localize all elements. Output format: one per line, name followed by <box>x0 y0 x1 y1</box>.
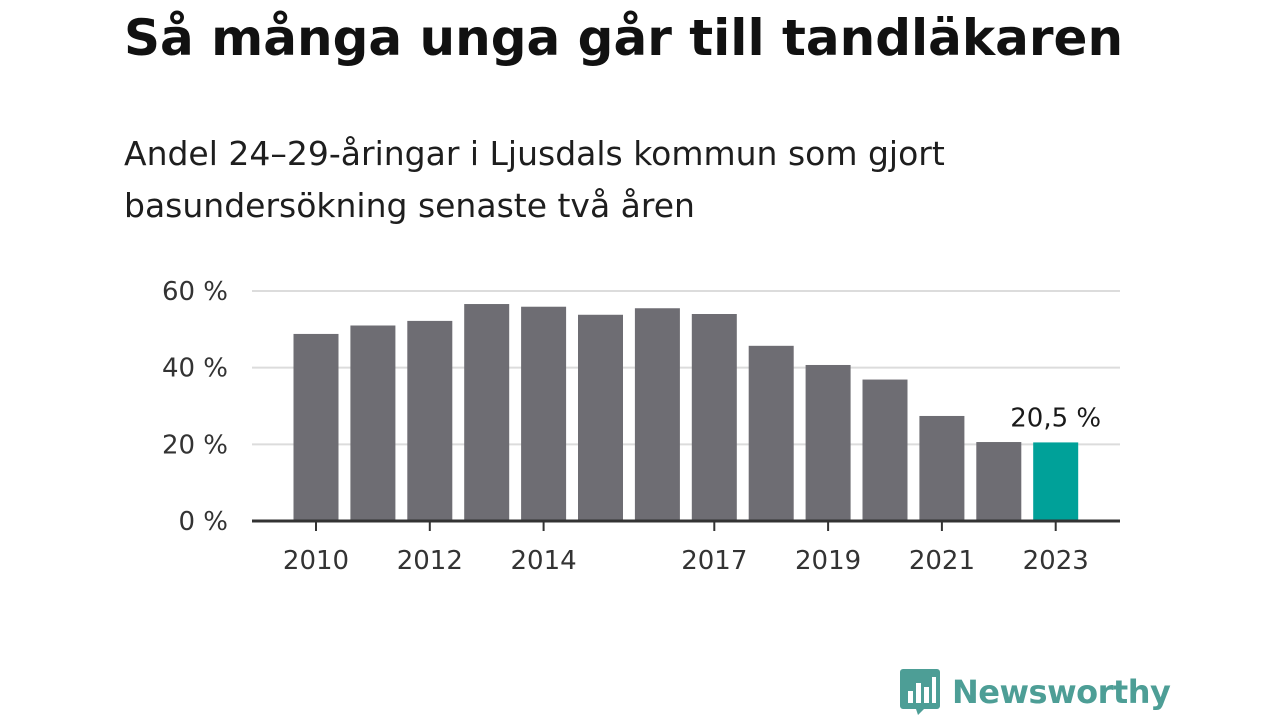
y-tick-label-60: 60 % <box>162 277 228 307</box>
bar-2021 <box>919 415 965 521</box>
labels: 0 % 20 % 40 % 60 % 2010 2012 2014 2017 2019 2021 2… <box>162 277 1101 576</box>
bars <box>293 304 1079 521</box>
bar-2018 <box>748 345 794 521</box>
bar-2017 <box>691 314 737 521</box>
y-tick-label-0: 0 % <box>178 507 228 537</box>
bar-2016 <box>634 308 680 521</box>
x-tick-label-2010: 2010 <box>283 546 349 576</box>
x-tick-label-2019: 2019 <box>795 546 861 576</box>
chart-title: Så många unga går till tandläkaren <box>124 9 1124 67</box>
chart-subtitle: Andel 24–29-åringar i Ljusdals kommun so… <box>124 134 945 225</box>
y-tick-label-40: 40 % <box>162 354 228 384</box>
x-tick-label-2021: 2021 <box>909 546 975 576</box>
bar-2012 <box>407 320 453 521</box>
x-tick-label-2012: 2012 <box>397 546 463 576</box>
x-tick-label-2017: 2017 <box>681 546 747 576</box>
bar-2010 <box>293 333 339 521</box>
bar-2019 <box>805 364 851 521</box>
gridlines <box>252 290 1120 446</box>
brand-logo: Newsworthy <box>900 668 1171 716</box>
bar-2020 <box>862 379 908 521</box>
bar-2011 <box>350 325 396 521</box>
bar-2013 <box>464 304 510 521</box>
bar-2014 <box>521 306 567 521</box>
y-tick-label-20: 20 % <box>162 430 228 460</box>
bar-chart-speech-bubble-icon <box>900 669 940 715</box>
bar-2015 <box>578 314 623 521</box>
x-axis <box>252 519 1120 531</box>
x-tick-label-2023: 2023 <box>1023 546 1089 576</box>
bar-2022 <box>976 442 1022 521</box>
data-label-2023: 20,5 % <box>1010 403 1101 433</box>
x-tick-label-2014: 2014 <box>511 546 577 576</box>
brand-name: Newsworthy <box>952 673 1171 711</box>
bar-2023 <box>1033 442 1079 521</box>
